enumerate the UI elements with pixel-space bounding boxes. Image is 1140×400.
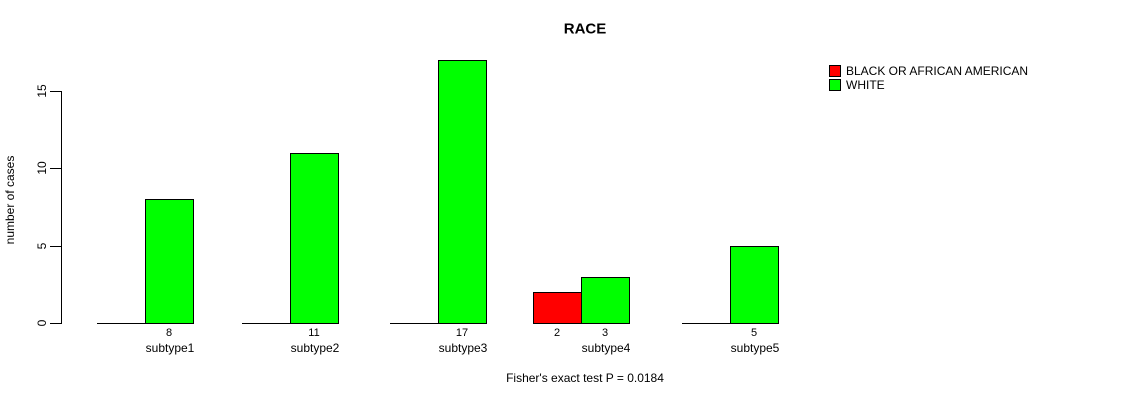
bar bbox=[438, 60, 487, 324]
bar-value-label: 8 bbox=[165, 327, 173, 339]
y-tick bbox=[50, 246, 61, 247]
y-tick-label: 5 bbox=[35, 242, 49, 250]
stat-test-annotation: Fisher's exact test P = 0.0184 bbox=[506, 371, 664, 385]
y-tick-label: 0 bbox=[35, 319, 49, 327]
legend-swatch bbox=[829, 65, 841, 77]
y-axis-line bbox=[61, 91, 62, 324]
bar-value-label: 2 bbox=[553, 327, 561, 339]
y-tick bbox=[50, 168, 61, 169]
category-label: subtype3 bbox=[438, 341, 488, 355]
y-tick bbox=[50, 91, 61, 92]
y-tick-label: 10 bbox=[35, 161, 49, 175]
category-label: subtype5 bbox=[730, 341, 780, 355]
bar-value-label: 11 bbox=[308, 327, 320, 339]
chart-title: RACE bbox=[563, 20, 607, 38]
y-axis-title: number of cases bbox=[3, 155, 17, 245]
bar bbox=[145, 199, 194, 324]
y-tick bbox=[50, 323, 61, 324]
baseline-segment bbox=[682, 323, 731, 324]
bar bbox=[581, 277, 630, 324]
category-label: subtype4 bbox=[581, 341, 631, 355]
bar-value-label: 5 bbox=[750, 327, 758, 339]
legend-label: BLACK OR AFRICAN AMERICAN bbox=[846, 64, 1029, 78]
y-tick-label: 15 bbox=[35, 84, 49, 98]
baseline-segment bbox=[390, 323, 439, 324]
bar bbox=[730, 246, 779, 324]
category-label: subtype1 bbox=[145, 341, 195, 355]
baseline-segment bbox=[242, 323, 291, 324]
baseline-segment bbox=[97, 323, 146, 324]
category-label: subtype2 bbox=[290, 341, 340, 355]
bar bbox=[533, 292, 582, 324]
bar-value-label: 17 bbox=[455, 327, 469, 339]
legend-label: WHITE bbox=[846, 78, 885, 92]
legend-swatch bbox=[829, 79, 841, 91]
legend: BLACK OR AFRICAN AMERICAN WHITE bbox=[829, 64, 1028, 92]
legend-item: WHITE bbox=[829, 78, 1028, 92]
bar-value-label: 3 bbox=[601, 327, 609, 339]
legend-item: BLACK OR AFRICAN AMERICAN bbox=[829, 64, 1028, 78]
bar bbox=[290, 153, 339, 324]
